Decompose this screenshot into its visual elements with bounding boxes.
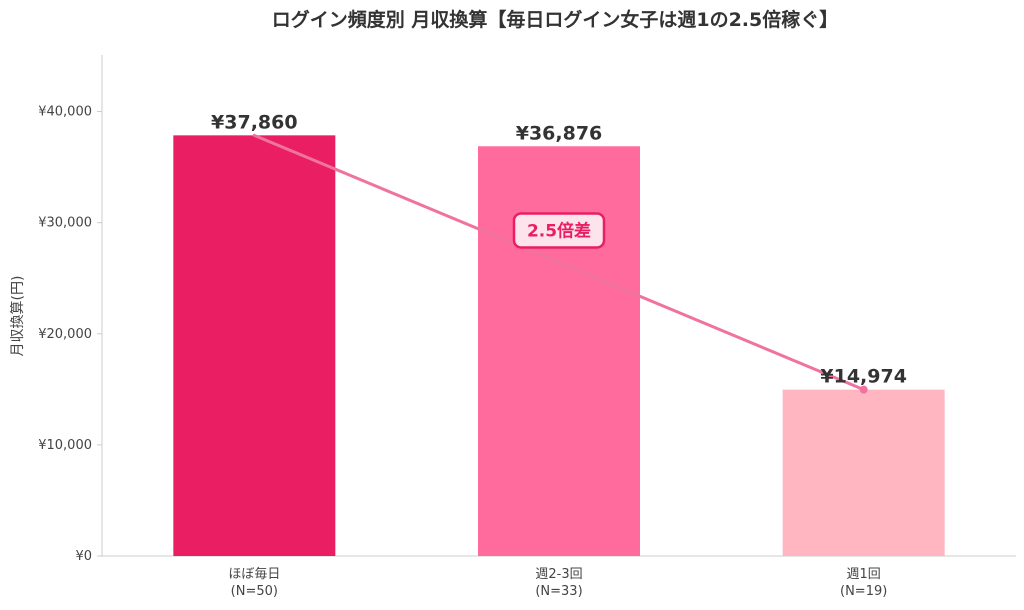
x-category-label: ほぼ毎日 [228,566,280,582]
y-tick-label: ¥40,000 [38,105,92,120]
y-tick-label: ¥10,000 [38,438,92,453]
bar-value-label: ¥37,860 [211,111,298,133]
y-axis-title: 月収換算(円) [10,276,26,357]
y-tick-label: ¥20,000 [38,327,92,342]
x-category-sample-size: (N=19) [840,584,887,599]
bar-value-label: ¥36,876 [516,122,603,144]
callout-box [512,212,606,249]
bar [782,389,945,556]
x-category-label: 週1回 [847,567,881,582]
y-tick-label: ¥0 [75,549,92,564]
x-category-label: 週2-3回 [535,567,582,582]
callout-label: 2.5倍差 [527,220,591,241]
y-tick-label: ¥30,000 [38,216,92,231]
trend-line-end-marker [859,385,868,394]
bar [478,146,640,556]
bar [173,135,336,557]
x-category-sample-size: (N=50) [231,584,278,599]
x-category-sample-size: (N=33) [535,584,582,599]
bar-value-label: ¥14,974 [820,366,907,388]
chart-title: ログイン頻度別 月収換算【毎日ログイン女子は週1の2.5倍稼ぐ】 [272,8,839,31]
trend-line [252,133,866,392]
